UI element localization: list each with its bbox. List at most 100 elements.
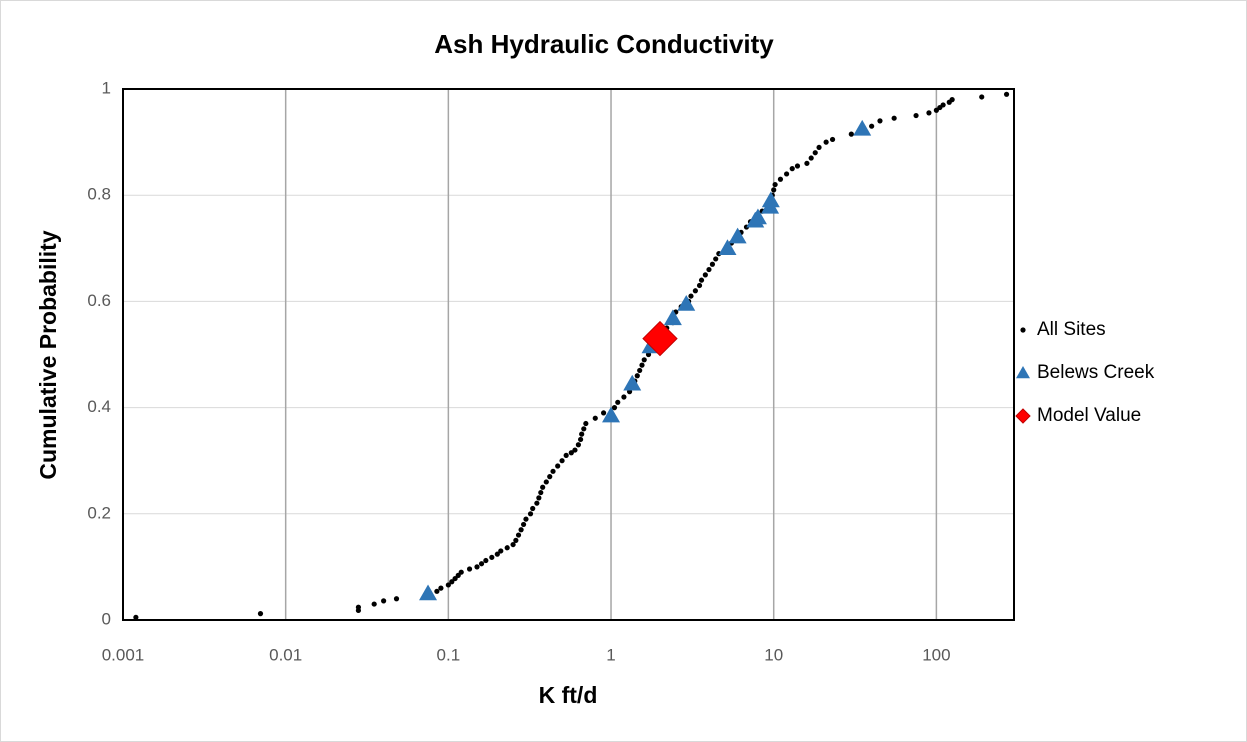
point [504, 545, 510, 551]
point [692, 288, 698, 294]
chart-title: Ash Hydraulic Conductivity [434, 29, 774, 59]
legend-label: Model Value [1037, 405, 1141, 426]
point [355, 604, 362, 610]
point [641, 357, 647, 363]
legend-label: All Sites [1037, 319, 1106, 340]
y-tick-label: 0.8 [87, 185, 111, 204]
point [579, 431, 585, 437]
point [637, 367, 643, 374]
point [940, 102, 946, 108]
point [371, 601, 377, 607]
point [520, 521, 527, 528]
point [706, 266, 712, 273]
point [688, 293, 694, 299]
legend: All Sites Belews Creek Model Value [1015, 319, 1155, 426]
point [663, 309, 682, 326]
point [445, 582, 451, 588]
x-tick-label: 0.01 [269, 645, 302, 664]
x-tick-label: 0.1 [437, 645, 461, 664]
point [761, 191, 780, 208]
point [677, 295, 696, 311]
point [474, 564, 480, 570]
point [513, 537, 519, 543]
point [543, 479, 549, 485]
point [949, 97, 955, 103]
point [823, 139, 829, 145]
point [434, 588, 440, 594]
x-tick-label: 10 [764, 645, 783, 664]
point [702, 272, 708, 278]
point [568, 450, 574, 456]
point [634, 373, 640, 379]
point [257, 611, 264, 617]
x-tick-label: 1 [606, 645, 615, 664]
point [538, 489, 544, 496]
point [547, 474, 553, 480]
point [804, 160, 810, 166]
point [581, 426, 587, 432]
y-axis-title: Cumulative Probability [35, 230, 61, 479]
point [829, 136, 836, 143]
x-axis-title: K ft/d [539, 682, 598, 708]
point [458, 569, 464, 575]
point [523, 516, 529, 522]
point [718, 239, 737, 256]
y-tick-label: 0.6 [87, 291, 111, 310]
point [642, 320, 678, 357]
y-tick-label: 1 [102, 78, 111, 97]
point [696, 282, 703, 289]
y-tick-label: 0.2 [87, 503, 111, 522]
point [575, 442, 581, 448]
point [583, 420, 589, 427]
point [534, 500, 540, 506]
point [483, 557, 489, 564]
point [913, 112, 919, 119]
point [478, 561, 485, 567]
point [530, 505, 536, 512]
point [1003, 91, 1010, 97]
point [771, 187, 777, 193]
point [518, 527, 524, 533]
point [515, 532, 522, 538]
point [794, 163, 801, 169]
point [639, 362, 645, 368]
point [449, 579, 455, 585]
point [494, 551, 500, 557]
point [611, 405, 618, 411]
point [540, 484, 546, 490]
point [466, 566, 473, 572]
point [419, 584, 438, 601]
legend-marker [1016, 366, 1030, 379]
point [777, 176, 784, 182]
x-tick-label: 0.001 [102, 645, 145, 664]
point [452, 575, 458, 582]
point [748, 208, 767, 225]
x-tick-label: 100 [922, 645, 950, 664]
point [489, 554, 495, 560]
point [559, 458, 565, 464]
point [381, 598, 387, 604]
point [891, 115, 897, 121]
point [600, 410, 607, 416]
point [555, 463, 561, 469]
point [789, 166, 795, 172]
point [133, 614, 139, 620]
point [853, 119, 872, 136]
point [728, 227, 747, 244]
y-tick-label: 0.4 [87, 397, 111, 416]
legend-marker [1020, 327, 1026, 333]
point [602, 406, 621, 423]
marks [133, 91, 1010, 620]
point [713, 256, 719, 262]
point [563, 452, 569, 458]
point [623, 374, 642, 391]
point [550, 468, 556, 474]
plot-border [122, 88, 1015, 621]
point [772, 181, 778, 188]
point [812, 150, 818, 156]
legend-label: Belews Creek [1037, 362, 1155, 383]
point [510, 541, 516, 548]
point [808, 155, 814, 161]
point [498, 548, 504, 554]
